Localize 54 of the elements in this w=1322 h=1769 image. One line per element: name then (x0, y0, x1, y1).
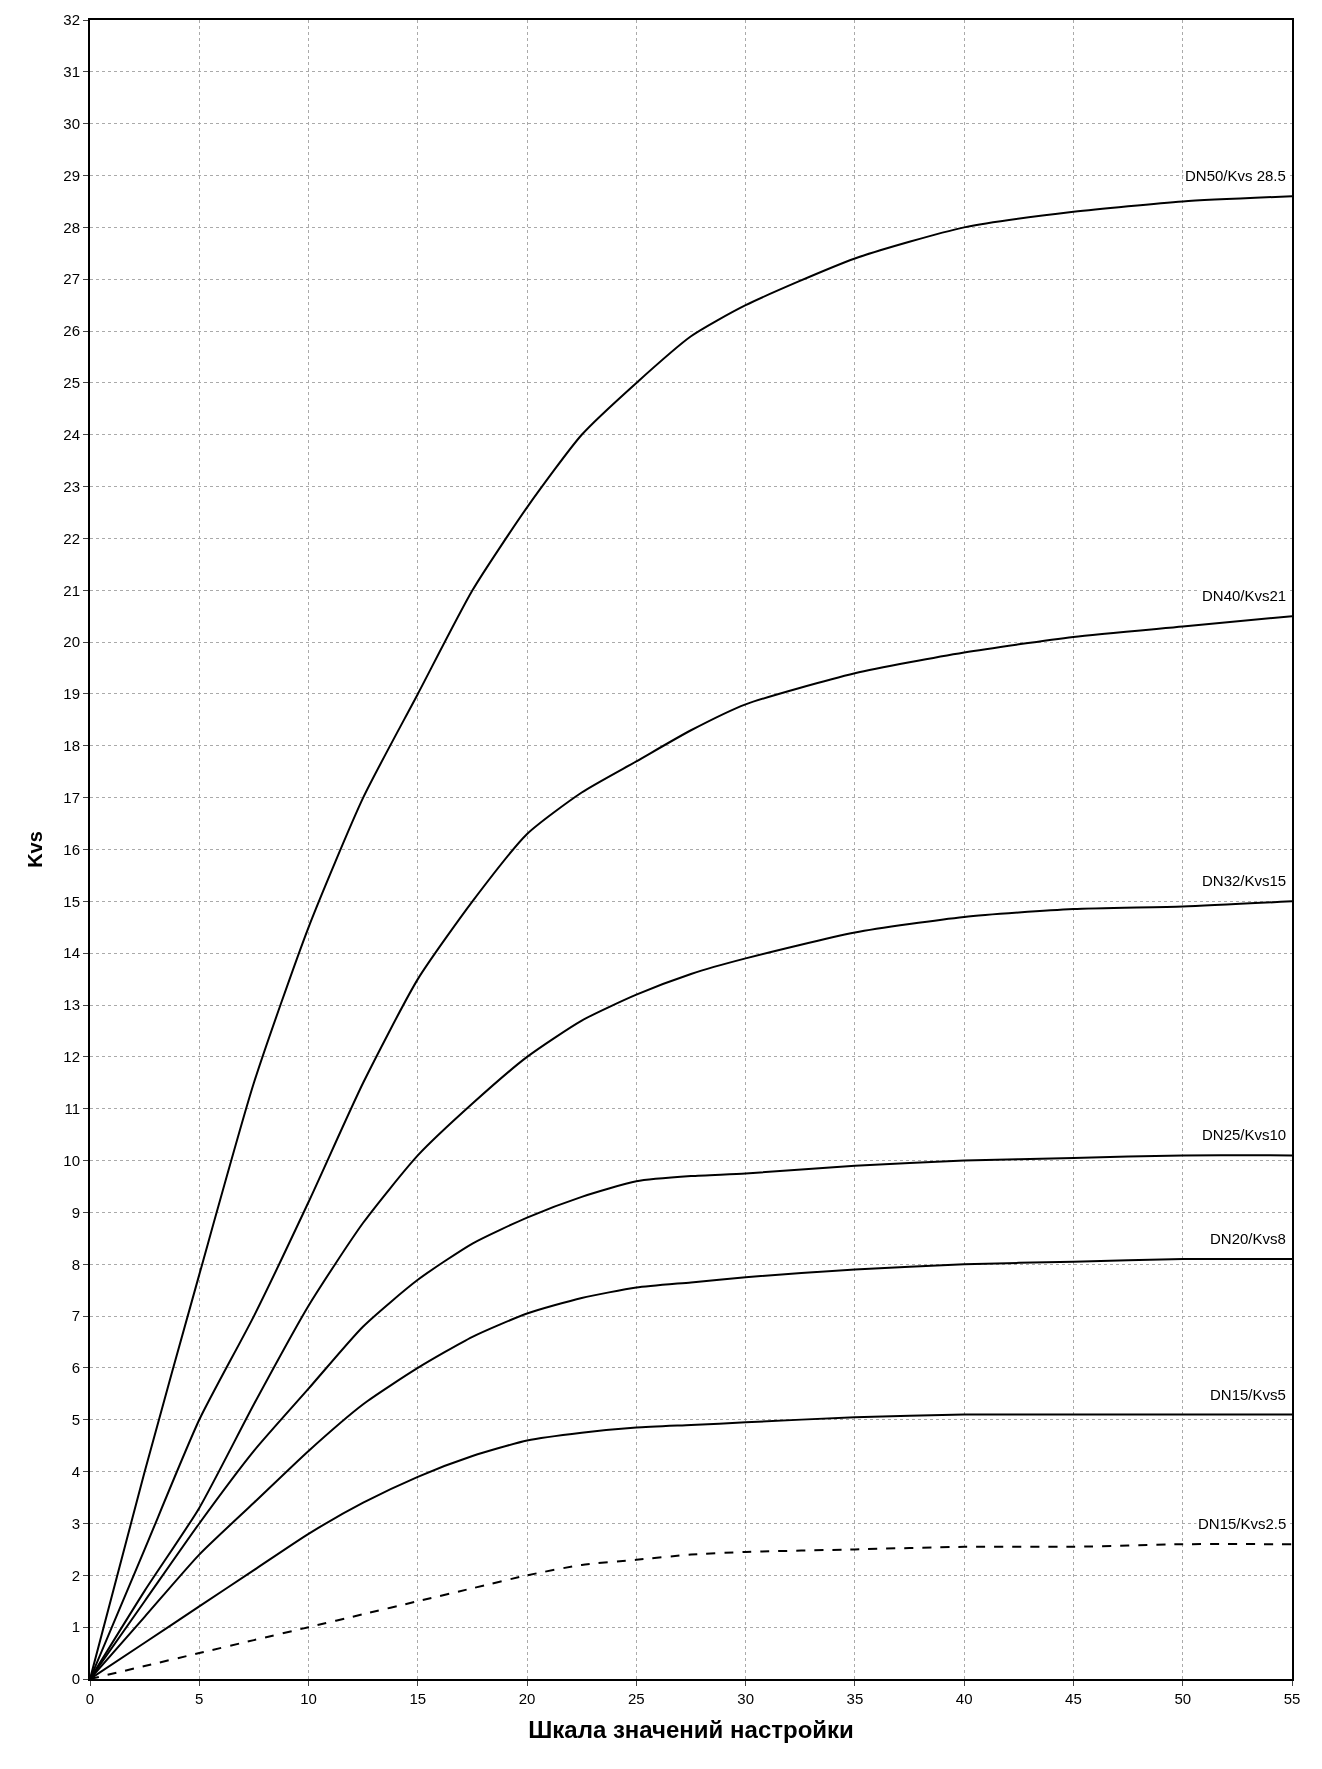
y-tick-label: 8 (71, 1255, 80, 1273)
y-tick-label: 23 (63, 477, 80, 495)
y-tick-label: 6 (71, 1359, 80, 1377)
series-label: DN40/Kvs21 (1202, 587, 1287, 604)
y-tick-label: 0 (71, 1670, 80, 1688)
series-label: DN50/Kvs 28.5 (1185, 167, 1286, 184)
x-tick-label: 45 (1065, 1690, 1082, 1707)
y-tick-label: 32 (63, 11, 80, 29)
y-tick-label: 12 (63, 1048, 80, 1066)
y-tick-label: 3 (71, 1514, 80, 1532)
y-tick-label: 2 (71, 1566, 80, 1584)
y-tick-label: 9 (71, 1203, 80, 1221)
y-tick-label: 4 (71, 1462, 80, 1480)
y-tick-label: 26 (63, 322, 80, 340)
y-tick-label: 21 (63, 581, 80, 599)
x-tick-label: 10 (300, 1690, 317, 1707)
y-tick-label: 24 (63, 426, 80, 443)
x-tick-label: 50 (1174, 1690, 1192, 1707)
y-tick-label: 20 (63, 633, 80, 651)
y-tick-label: 15 (63, 892, 80, 910)
series-label: DN25/Kvs10 (1202, 1126, 1287, 1143)
y-tick-label: 29 (63, 166, 80, 184)
y-tick-label: 5 (71, 1411, 80, 1429)
series-label: DN15/Kvs5 (1210, 1386, 1286, 1403)
y-tick-label: 11 (64, 1099, 80, 1117)
series-label: DN32/Kvs15 (1202, 872, 1287, 889)
y-tick-label: 22 (63, 529, 80, 547)
y-tick-label: 25 (63, 374, 80, 392)
y-tick-label: 1 (71, 1618, 80, 1636)
y-tick-label: 14 (63, 944, 80, 962)
series-label: DN20/Kvs8 (1210, 1230, 1286, 1247)
x-tick-label: 5 (195, 1690, 204, 1707)
y-axis-title: Kvs (24, 831, 47, 868)
x-tick-label: 55 (1283, 1690, 1301, 1707)
y-tick-label: 30 (63, 114, 80, 132)
x-tick-label: 20 (518, 1690, 536, 1707)
series-label: DN15/Kvs2.5 (1198, 1515, 1287, 1532)
y-tick-label: 16 (63, 840, 80, 858)
x-axis-title: Шкала значений настройки (528, 1715, 854, 1743)
y-tick-label: 27 (63, 270, 80, 288)
y-tick-label: 18 (63, 737, 80, 755)
y-tick-label: 28 (63, 218, 80, 236)
y-tick-label: 17 (63, 788, 80, 806)
y-tick-label: 31 (63, 63, 80, 81)
x-tick-label: 40 (955, 1690, 973, 1707)
x-tick-label: 30 (737, 1690, 754, 1707)
y-tick-label: 7 (71, 1307, 80, 1325)
y-tick-label: 13 (63, 996, 80, 1014)
y-tick-label: 19 (63, 685, 80, 703)
x-tick-label: 0 (85, 1690, 95, 1707)
x-tick-label: 25 (628, 1690, 645, 1707)
x-tick-label: 15 (409, 1690, 427, 1707)
x-tick-label: 35 (846, 1690, 864, 1707)
y-tick-label: 10 (63, 1151, 80, 1169)
